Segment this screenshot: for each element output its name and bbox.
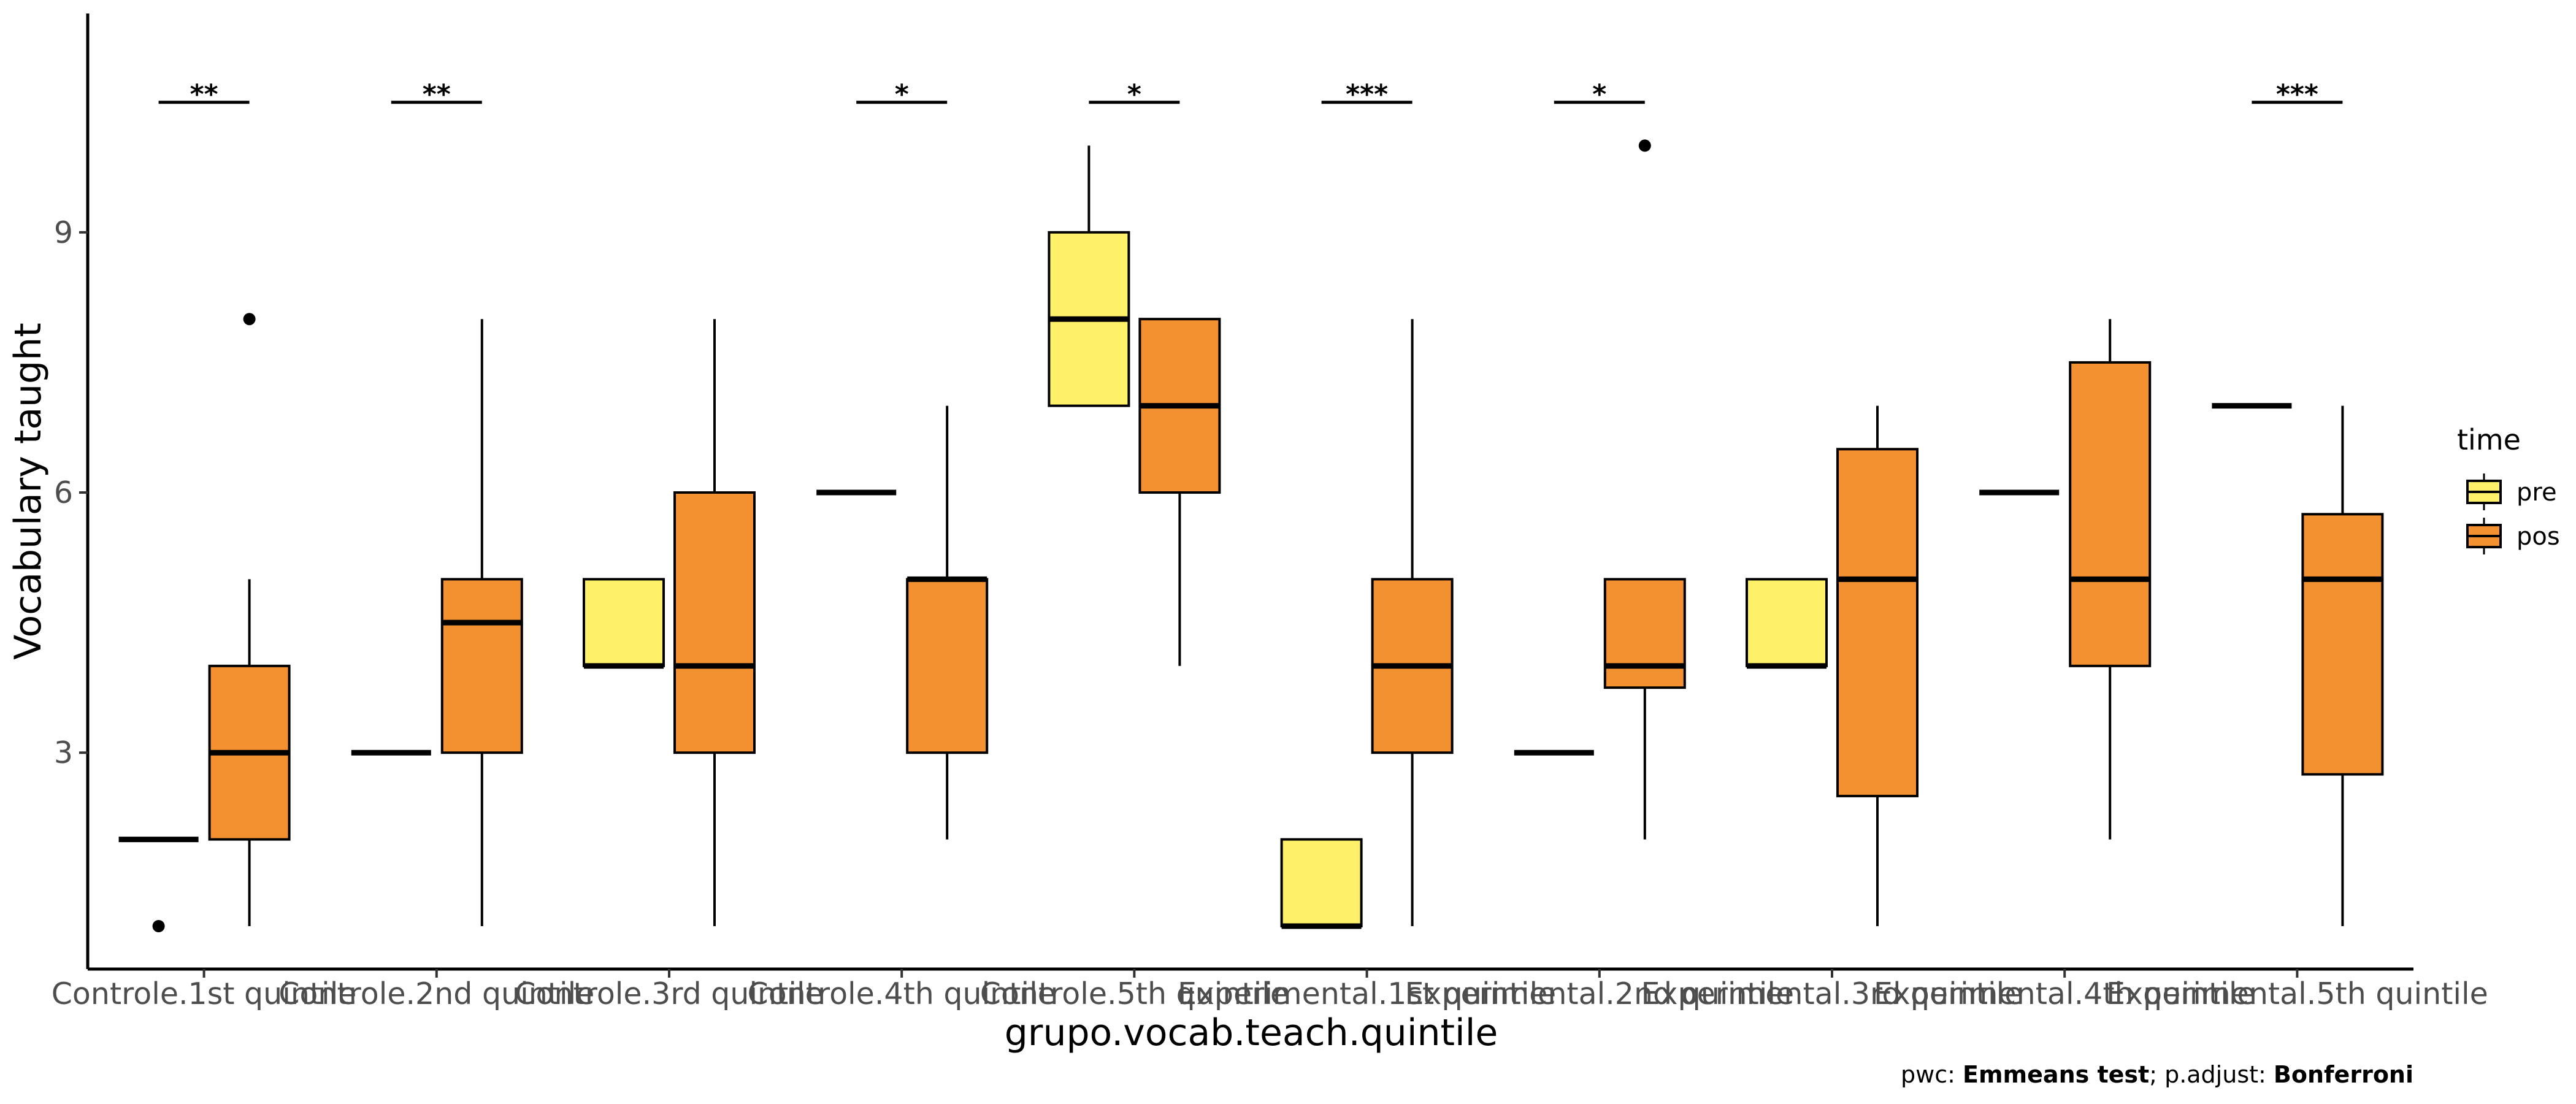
significance-label: *** [2276,79,2318,110]
box-pos-5 [1138,318,1221,666]
box-pos-8 [1836,405,1919,926]
x-tick-label: Experimental.4th quintile [1874,976,2256,1011]
legend: time pre pos [2457,423,2560,554]
outlier-point [152,920,165,932]
box-body [1280,838,1363,927]
x-tick-label: Controle.1st quintile [52,976,357,1011]
box-body [1603,578,1686,689]
legend-label-pre: pre [2517,478,2557,507]
significance-label: ** [423,79,451,110]
y-axis-title: Vocabulary taught [7,323,50,660]
caption-prefix: pwc: [1901,1061,1963,1088]
significance-label: * [1127,79,1141,110]
x-tick-label: Controle.2nd quintile [278,976,594,1011]
box-pos-3 [673,319,756,926]
x-tick-label: Controle.5th quintile [980,976,1289,1011]
box-body [583,578,665,667]
plot-area: ** ** * * *** * *** [118,79,2384,932]
box-pos-2 [440,319,523,926]
box-pos-4 [906,405,989,840]
box-body [2069,361,2152,667]
box-pos-9 [2069,319,2152,840]
outlier-point [243,313,256,326]
x-tick-label: Experimental.2nd quintile [1405,976,1794,1011]
box-pos-1 [208,313,291,926]
legend-title: time [2457,423,2521,456]
box-body [673,491,756,754]
significance-label: * [1592,79,1606,110]
axes [86,13,2413,971]
y-tick-label: 9 [54,215,73,250]
box-body [1746,578,1828,667]
box-pre-3 [583,578,665,669]
box-pos-6 [1371,319,1454,926]
outlier-point [1638,139,1651,152]
y-tick-label: 6 [54,475,73,510]
caption-test: Emmeans test [1963,1061,2149,1088]
legend-label-pos: pos [2517,523,2560,551]
caption-method: Bonferroni [2274,1061,2413,1088]
box-pre-1 [118,837,199,932]
box-pre-8 [1746,578,1828,669]
x-axis-title: grupo.vocab.teach.quintile [1005,1011,1498,1054]
x-tick-label: Experimental.3rd quintile [1641,976,2023,1011]
box-pos-7 [1603,139,1686,840]
box-body [906,578,989,754]
x-tick-label: Controle.4th quintile [748,976,1056,1011]
x-tick-label: Experimental.1st quintile [1178,976,1556,1011]
y-tick-label: 3 [54,735,73,770]
box-pre-5 [1048,145,1130,407]
box-body [1836,448,1919,797]
box-body [2301,513,2384,776]
x-tick-label: Experimental.5th quintile [2106,976,2488,1011]
x-tick-label: Controle.3rd quintile [515,976,823,1011]
box-pre-6 [1280,838,1363,929]
box-body [440,578,523,754]
caption-middle: ; p.adjust: [2149,1061,2274,1088]
box-pos-10 [2301,405,2384,926]
significance-label: *** [1346,79,1388,110]
caption: pwc: Emmeans test; p.adjust: Bonferroni [1901,1061,2413,1088]
significance-label: ** [190,79,218,110]
significance-label: * [895,79,909,110]
